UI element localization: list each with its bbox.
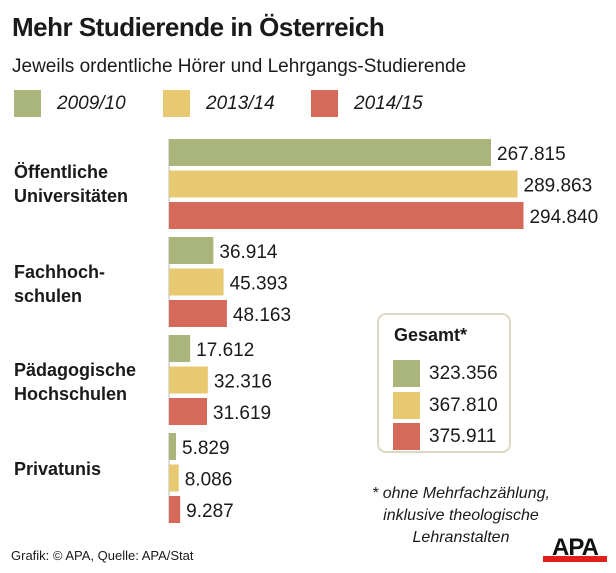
- bar: [169, 366, 208, 394]
- total-swatch: [393, 392, 420, 419]
- category-label-line: Öffentliche: [14, 162, 109, 182]
- bar-value-label: 5.829: [182, 438, 230, 459]
- legend-swatch: [14, 90, 41, 117]
- category-label-ph: Pädagogische Hochschulen: [14, 358, 136, 406]
- total-value: 323.356: [429, 362, 498, 384]
- source-credit: Grafik: © APA, Quelle: APA/Stat: [11, 548, 194, 563]
- category-label-line: Universitäten: [14, 186, 129, 206]
- category-label-fh: Fachhoch- schulen: [14, 260, 105, 308]
- total-row-2014: 375.911: [393, 423, 496, 450]
- bar-value-label: 289.863: [524, 176, 593, 197]
- bar: [169, 300, 227, 327]
- footnote-line: * ohne Mehrfachzählung,: [372, 485, 550, 502]
- bar-value-label: 48.163: [233, 305, 291, 326]
- legend-swatch: [163, 90, 190, 117]
- bar-value-label: 17.612: [196, 340, 254, 361]
- bar: [169, 433, 177, 460]
- category-label-line: Privatunis: [14, 459, 102, 479]
- bar-value-label: 45.393: [230, 274, 288, 295]
- category-label-line: Hochschulen: [14, 384, 128, 404]
- totals-box: Gesamt* 323.356 367.810 375.911: [377, 313, 511, 453]
- total-swatch: [393, 360, 420, 387]
- bar: [169, 139, 491, 166]
- category-label-line: Fachhoch-: [14, 262, 106, 282]
- bar-value-label: 9.287: [186, 501, 234, 522]
- bar-value-label: 267.815: [497, 144, 566, 165]
- totals-title: Gesamt*: [394, 325, 468, 345]
- legend-item-2014: 2014/15: [311, 90, 423, 117]
- total-row-2013: 367.810: [393, 392, 498, 419]
- category-label-line: Pädagogische: [14, 360, 137, 380]
- bar: [169, 237, 214, 264]
- legend-item-2013: 2013/14: [163, 90, 275, 117]
- apa-logo: APA: [543, 535, 607, 562]
- footnote-line: inklusive theologische: [383, 507, 539, 524]
- bar: [169, 170, 518, 198]
- chart-subtitle: Jeweils ordentliche Hörer und Lehrgangs-…: [12, 56, 467, 77]
- bar-value-label: 294.840: [529, 207, 598, 228]
- footnote: * ohne Mehrfachzählung, inklusive theolo…: [336, 483, 586, 549]
- total-value: 367.810: [429, 394, 498, 416]
- bar: [169, 496, 181, 523]
- bar: [169, 335, 191, 362]
- legend-label: 2013/14: [206, 92, 275, 114]
- category-label-private: Privatunis: [14, 457, 101, 481]
- bar: [169, 268, 224, 296]
- bar-value-label: 36.914: [219, 242, 278, 263]
- bar: [169, 464, 179, 492]
- bar-value-label: 32.316: [214, 372, 272, 393]
- bar-value-label: 8.086: [185, 470, 233, 491]
- bar-value-label: 31.619: [213, 403, 271, 424]
- legend-item-2009: 2009/10: [14, 90, 126, 117]
- category-label-universities: Öffentliche Universitäten: [14, 160, 128, 208]
- category-label-line: schulen: [14, 286, 83, 306]
- bar: [169, 398, 208, 425]
- footnote-line: Lehranstalten: [412, 529, 510, 546]
- bar: [169, 202, 524, 229]
- total-row-2009: 323.356: [393, 360, 498, 387]
- total-value: 375.911: [429, 425, 497, 447]
- legend-label: 2014/15: [354, 92, 423, 114]
- total-swatch: [393, 423, 420, 450]
- legend-label: 2009/10: [57, 92, 126, 114]
- legend-swatch: [311, 90, 338, 117]
- chart-title: Mehr Studierende in Österreich: [12, 12, 385, 42]
